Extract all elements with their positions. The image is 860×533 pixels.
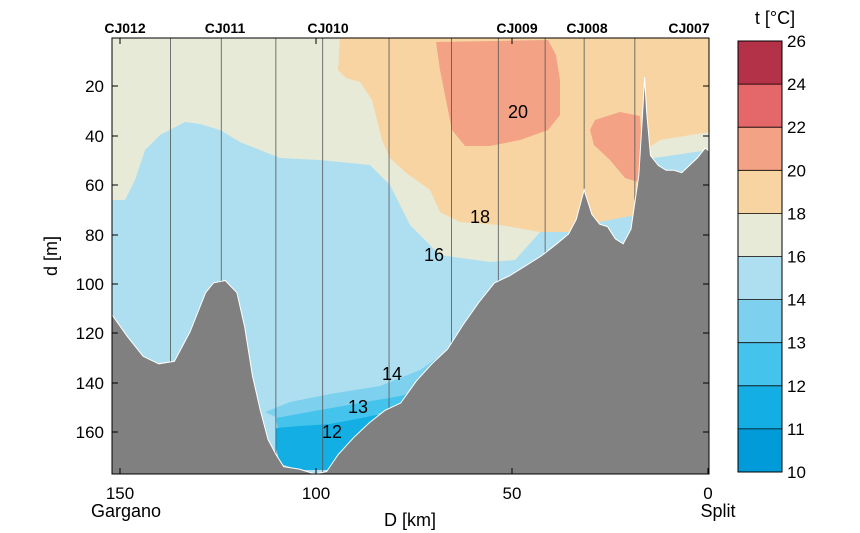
x-axis-label: D [km] (384, 510, 436, 530)
x-axis: 150 100 50 0 Gargano Split (91, 38, 736, 521)
y-axis: 20 40 60 80 100 120 140 160 (76, 77, 709, 442)
x-tick-50: 50 (503, 484, 522, 503)
seabed-bathymetry (112, 77, 709, 474)
band-11-12 (276, 414, 380, 470)
colorbar-label: t [°C] (755, 8, 795, 28)
colorbar-block-24 (738, 41, 782, 85)
colorbar-tick-18: 18 (787, 204, 806, 223)
isotherm-label-20: 20 (508, 102, 528, 122)
x-tick-100: 100 (302, 484, 330, 503)
station-label-cj009: CJ009 (496, 20, 537, 36)
station-label-cj007: CJ007 (668, 20, 709, 36)
y-tick-100: 100 (76, 275, 104, 294)
colorbar-tick-20: 20 (787, 161, 806, 180)
station-label-cj008: CJ008 (566, 20, 607, 36)
colorbar-tick-22: 22 (787, 118, 806, 137)
plot-frame (111, 37, 710, 475)
x-tick-150: 150 (106, 484, 134, 503)
colorbar-tick-24: 24 (787, 75, 806, 94)
y-tick-60: 60 (85, 176, 104, 195)
temperature-field (112, 38, 709, 470)
colorbar-tick-11: 11 (787, 420, 805, 439)
band-20-22-b (590, 112, 642, 182)
y-tick-80: 80 (85, 226, 104, 245)
isotherm-label-18: 18 (470, 207, 490, 227)
y-tick-120: 120 (76, 324, 104, 343)
colorbar-block-22 (738, 84, 782, 128)
colorbar-tick-16: 16 (787, 248, 806, 267)
station-labels: CJ012 CJ011 CJ010 CJ009 CJ008 CJ007 (104, 20, 709, 36)
y-tick-160: 160 (76, 423, 104, 442)
colorbar-tick-10: 10 (787, 463, 806, 482)
colorbar-tick-14: 14 (787, 291, 806, 310)
colorbar-block-18 (738, 170, 782, 214)
station-label-cj010: CJ010 (307, 20, 348, 36)
isotherm-label-14: 14 (382, 364, 402, 384)
colorbar-block-10 (738, 428, 782, 473)
colorbar-tick-13: 13 (787, 334, 806, 353)
band-13-14 (265, 356, 452, 420)
colorbar: 10 11 12 13 14 16 18 20 22 24 26 t [°C] (737, 8, 806, 482)
y-tick-140: 140 (76, 374, 104, 393)
isotherm-label-16: 16 (424, 245, 444, 265)
colorbar-tick-12: 12 (787, 377, 806, 396)
y-tick-20: 20 (85, 77, 104, 96)
colorbar-block-11 (738, 385, 782, 430)
isotherm-label-13: 13 (348, 397, 368, 417)
x-end-label-left: Gargano (91, 501, 161, 521)
colorbar-block-16 (738, 213, 782, 257)
x-tick-0: 0 (703, 484, 712, 503)
y-tick-40: 40 (85, 127, 104, 146)
isotherm-label-12: 12 (322, 422, 342, 442)
station-label-cj012: CJ012 (104, 20, 145, 36)
colorbar-block-14 (738, 256, 782, 301)
y-axis-label: d [m] (41, 236, 61, 276)
colorbar-tick-26: 26 (787, 32, 806, 51)
colorbar-block-13 (738, 299, 782, 344)
station-label-cj011: CJ011 (205, 20, 246, 36)
colorbar-block-20 (738, 127, 782, 171)
x-end-label-right: Split (700, 501, 735, 521)
colorbar-block-12 (738, 342, 782, 387)
band-12-13 (276, 383, 448, 430)
